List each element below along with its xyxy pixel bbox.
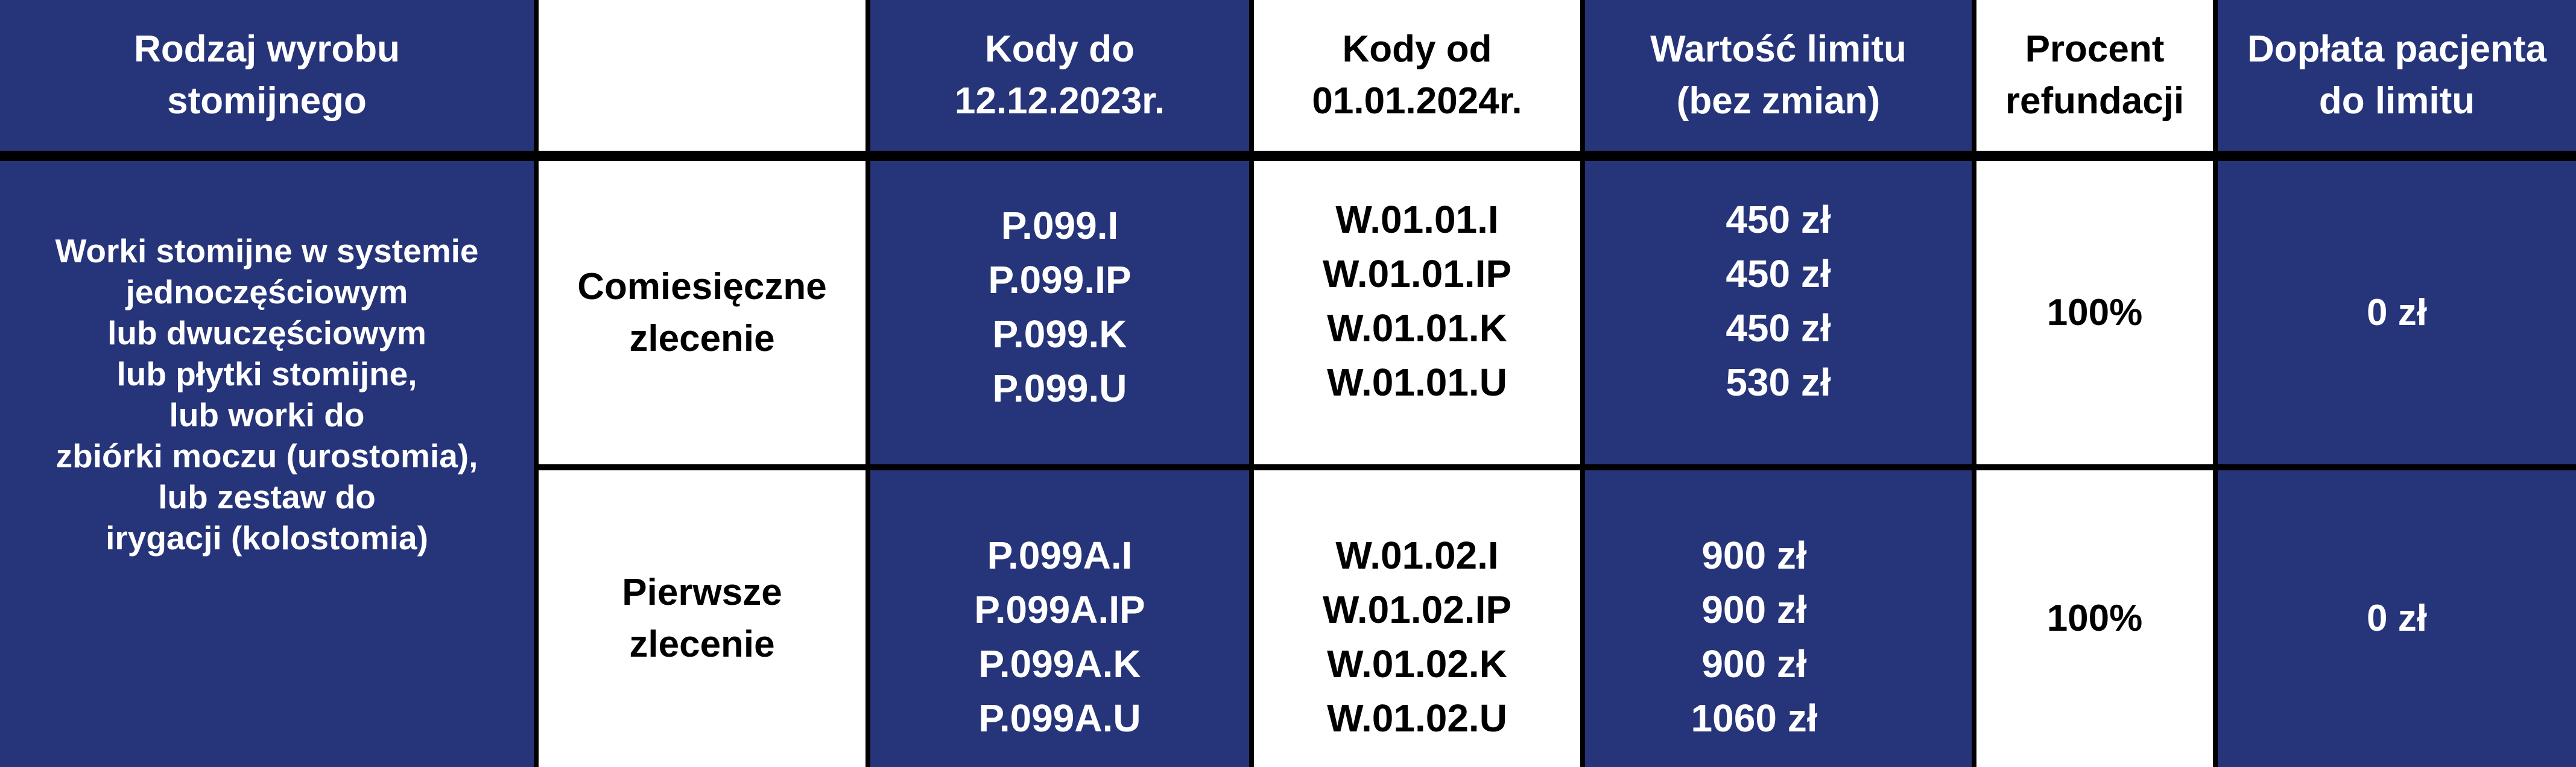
order-type-first: Pierwsze zlecenie: [539, 470, 866, 767]
codes-until-first: P.099A.I P.099A.IP P.099A.K P.099A.U: [870, 470, 1249, 767]
code: P.099A.IP: [974, 588, 1145, 631]
header-text: Rodzaj wyrobu: [134, 28, 400, 70]
code: W.01.02.IP: [1322, 588, 1512, 631]
code: W.01.02.U: [1327, 696, 1507, 740]
limit-value: 900 zł: [1701, 642, 1807, 686]
limit-value: 450 zł: [1726, 306, 1831, 350]
codes-from-first: W.01.02.I W.01.02.IP W.01.02.K W.01.02.U: [1254, 470, 1580, 767]
code: P.099.K: [992, 312, 1127, 356]
refund-value: 100%: [2046, 598, 2143, 639]
codes-until-monthly: P.099.I P.099.IP P.099.K P.099.U: [870, 161, 1249, 464]
refund-first: 100%: [1976, 470, 2213, 767]
header-text: stomijnego: [167, 80, 367, 122]
header-text: (bez zmian): [1676, 80, 1881, 122]
header-codes-from: Kody od 01.01.2024r.: [1254, 0, 1580, 151]
limits-first: 900 zł 900 zł 900 zł 1060 zł: [1585, 470, 1972, 767]
header-text: refundacji: [2005, 80, 2185, 122]
copay-value: 0 zł: [2367, 291, 2427, 333]
code: W.01.01.K: [1327, 306, 1507, 350]
limit-value: 530 zł: [1726, 360, 1831, 404]
product-description: Worki stomijne w systemie jednoczęściowy…: [0, 161, 534, 767]
limit-value: 450 zł: [1726, 197, 1831, 241]
header-text: Kody do: [985, 28, 1135, 70]
description-line: lub płytki stomijne,: [116, 355, 417, 393]
code: P.099A.K: [978, 642, 1141, 686]
header-text: 01.01.2024r.: [1312, 80, 1522, 122]
refund-monthly: 100%: [1976, 161, 2213, 464]
order-type-monthly: Comiesięczne zlecenie: [539, 161, 866, 464]
header-refund-percent: Procent refundacji: [1976, 0, 2213, 151]
limits-monthly: 450 zł 450 zł 450 zł 530 zł: [1585, 161, 1972, 464]
code: W.01.01.I: [1335, 197, 1499, 241]
code: W.01.01.U: [1327, 360, 1507, 404]
code: W.01.02.K: [1327, 642, 1507, 686]
description-line: Worki stomijne w systemie: [55, 232, 479, 270]
limit-value: 1060 zł: [1691, 696, 1818, 740]
codes-from-monthly: W.01.01.I W.01.01.IP W.01.01.K W.01.01.U: [1254, 161, 1580, 464]
code: P.099.IP: [988, 257, 1131, 301]
code: P.099A.I: [987, 534, 1133, 577]
order-type-text: Comiesięczne: [577, 265, 827, 308]
copay-value: 0 zł: [2367, 598, 2427, 639]
description-line: jednoczęściowym: [125, 273, 408, 311]
code: W.01.02.I: [1335, 534, 1499, 577]
header-product-type: Rodzaj wyrobu stomijnego: [0, 0, 534, 151]
copay-first: 0 zł: [2218, 470, 2576, 767]
code: P.099A.U: [978, 696, 1141, 740]
description-line: lub zestaw do: [158, 478, 376, 516]
limit-value: 900 zł: [1701, 534, 1807, 577]
description-line: lub dwuczęściowym: [107, 314, 426, 352]
code: P.099.U: [992, 366, 1127, 410]
header-text: do limitu: [2318, 80, 2475, 122]
order-type-text: zlecenie: [629, 317, 775, 359]
header-patient-copay: Dopłata pacjenta do limitu: [2218, 0, 2576, 151]
refund-value: 100%: [2046, 291, 2143, 333]
description-line: zbiórki moczu (urostomia),: [55, 437, 478, 475]
description-line: lub worki do: [169, 396, 365, 434]
code: W.01.01.IP: [1322, 251, 1512, 295]
order-type-text: zlecenie: [629, 623, 775, 665]
description-line: irygacji (kolostomia): [106, 519, 428, 557]
header-text: 12.12.2023r.: [954, 80, 1165, 122]
header-text: Procent: [2025, 28, 2165, 70]
code: P.099.I: [1001, 203, 1119, 247]
header-empty: [539, 0, 866, 151]
header-codes-until: Kody do 12.12.2023r.: [870, 0, 1249, 151]
header-text: Kody od: [1342, 28, 1492, 70]
copay-monthly: 0 zł: [2218, 161, 2576, 464]
header-text: Dopłata pacjenta: [2247, 28, 2547, 70]
order-type-text: Pierwsze: [622, 572, 782, 613]
limit-value: 900 zł: [1701, 588, 1807, 631]
header-limit-value: Wartość limitu (bez zmian): [1585, 0, 1972, 151]
header-text: Wartość limitu: [1650, 28, 1907, 70]
limit-value: 450 zł: [1726, 251, 1831, 295]
